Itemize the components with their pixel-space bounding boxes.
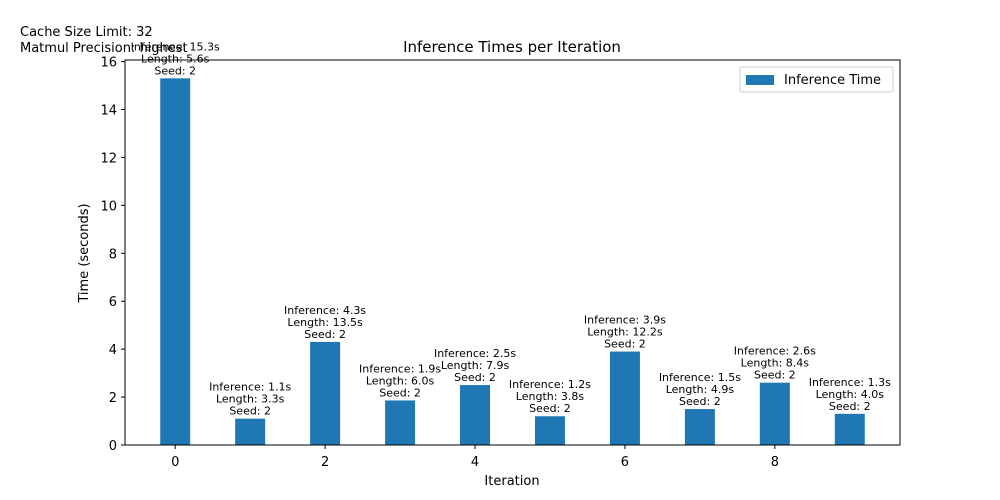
value-label: Seed: 2 — [679, 395, 721, 408]
legend-label: Inference Time — [784, 73, 881, 88]
value-label: Length: 3.8s — [516, 390, 585, 403]
x-axis-label: Iteration — [484, 474, 539, 489]
annotation: Matmul Precision: highest — [20, 41, 188, 56]
y-tick-label: 4 — [109, 343, 117, 358]
value-label: Inference: 2.6s — [734, 345, 816, 358]
bar — [385, 400, 416, 445]
value-label: Length: 5.6s — [141, 52, 210, 65]
x-tick-label: 6 — [621, 455, 629, 470]
value-label: Seed: 2 — [604, 338, 646, 351]
bar — [235, 418, 266, 445]
value-label: Inference: 15.3s — [131, 40, 220, 53]
value-label: Seed: 2 — [454, 371, 496, 384]
x-tick-label: 8 — [771, 455, 779, 470]
y-tick-label: 6 — [109, 295, 117, 310]
value-label: Length: 12.2s — [587, 326, 663, 339]
value-label: Inference: 1.9s — [359, 362, 441, 375]
x-tick-label: 0 — [171, 455, 179, 470]
value-label: Inference: 1.3s — [809, 376, 891, 389]
y-tick-label: 8 — [109, 247, 117, 262]
value-label: Inference: 1.1s — [209, 381, 291, 394]
value-label: Seed: 2 — [379, 386, 421, 399]
value-label: Inference: 3.9s — [584, 314, 666, 327]
value-label: Length: 13.5s — [287, 316, 363, 329]
annotation: Cache Size Limit: 32 — [20, 25, 153, 40]
value-label: Seed: 2 — [304, 328, 346, 341]
plot-frame — [124, 59, 901, 446]
bar — [534, 416, 565, 445]
bar — [834, 413, 865, 445]
bar — [684, 409, 715, 445]
value-label: Length: 7.9s — [441, 359, 510, 372]
y-axis-label: Time (seconds) — [77, 203, 92, 303]
x-tick-label: 4 — [471, 455, 479, 470]
value-label: Inference: 1.2s — [509, 378, 591, 391]
bar — [460, 385, 491, 445]
legend-swatch — [746, 75, 774, 85]
y-tick-label: 0 — [109, 439, 117, 454]
value-label: Inference: 4.3s — [284, 304, 366, 317]
y-tick-label: 14 — [100, 103, 117, 118]
value-label: Length: 6.0s — [366, 374, 435, 387]
bar — [609, 351, 640, 445]
bar — [759, 382, 790, 445]
value-label: Inference: 1.5s — [659, 371, 741, 384]
x-tick-label: 2 — [321, 455, 329, 470]
value-label: Length: 8.4s — [741, 357, 810, 370]
bar — [160, 78, 191, 445]
bar — [310, 341, 341, 445]
y-tick-label: 2 — [109, 391, 117, 406]
legend-box — [739, 66, 894, 93]
y-tick-label: 10 — [100, 199, 117, 214]
value-label: Length: 4.9s — [666, 383, 735, 396]
value-label: Inference: 2.5s — [434, 347, 516, 360]
y-tick-label: 16 — [100, 56, 117, 71]
value-label: Seed: 2 — [154, 64, 196, 77]
value-label: Length: 3.3s — [216, 393, 285, 406]
chart-title: Inference Times per Iteration — [403, 38, 621, 56]
value-label: Seed: 2 — [754, 369, 796, 382]
value-label: Seed: 2 — [529, 402, 571, 415]
y-tick-label: 12 — [100, 151, 117, 166]
value-label: Seed: 2 — [829, 400, 871, 413]
value-label: Seed: 2 — [229, 405, 271, 418]
value-label: Length: 4.0s — [816, 388, 885, 401]
